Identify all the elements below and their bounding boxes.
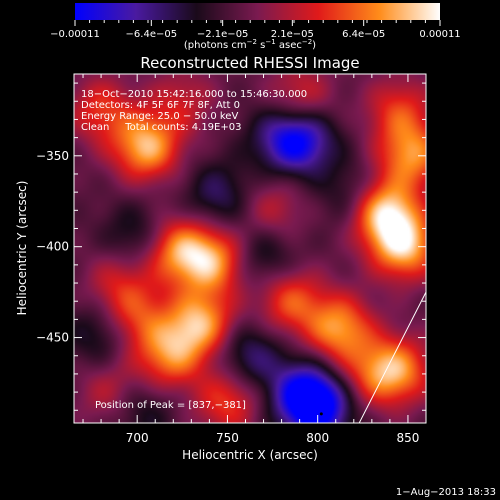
axis-ticks: 700 750 800 850 −350 −400 −450 — [36, 74, 427, 445]
chart-title: Reconstructed RHESSI Image — [140, 54, 359, 72]
x-tick-label: 850 — [396, 431, 419, 445]
x-tick-label: 750 — [216, 431, 239, 445]
colorbar-ticks: −0.00011 −6.4e−05 −2.1e−05 2.1e−05 6.4e−05 0.… — [50, 20, 461, 40]
y-tick-label: −350 — [36, 149, 69, 163]
colorbar-unit-label: (photons cm−2 s−1 asec−2) — [184, 38, 316, 51]
peak-position-label: Position of Peak = [837,−381] — [95, 400, 246, 411]
heatmap-image — [74, 74, 426, 423]
y-axis-label: Heliocentric Y (arcsec) — [15, 181, 29, 316]
peak-marker — [319, 412, 323, 416]
colorbar — [75, 3, 440, 20]
colorbar-tick-label: −6.4e−05 — [126, 29, 178, 40]
y-tick-label: −400 — [36, 240, 69, 254]
solar-limb-line — [358, 291, 426, 423]
footer-timestamp: 1−Aug−2013 18:33 — [396, 487, 496, 498]
colorbar-tick-label: −0.00011 — [50, 29, 100, 40]
annotation-time-range: 18−Oct−2010 15:42:16.000 to 15:46:30.000 — [81, 89, 307, 100]
x-tick-label: 800 — [306, 431, 329, 445]
colorbar-tick-label: 2.1e−05 — [271, 29, 314, 40]
annotation-counts: Clean Total counts: 4.19E+03 — [81, 122, 241, 133]
annotation-energy-range: Energy Range: 25.0 − 50.0 keV — [81, 111, 238, 122]
plot-frame — [73, 73, 427, 424]
colorbar-tick-label: −2.1e−05 — [197, 29, 249, 40]
y-tick-label: −450 — [36, 331, 69, 345]
annotation-detectors: Detectors: 4F 5F 6F 7F 8F, Att 0 — [81, 100, 240, 111]
colorbar-tick-label: 6.4e−05 — [342, 29, 385, 40]
x-axis-label: Heliocentric X (arcsec) — [182, 448, 318, 462]
colorbar-tick-label: 0.00011 — [419, 29, 460, 40]
x-tick-label: 700 — [126, 431, 149, 445]
